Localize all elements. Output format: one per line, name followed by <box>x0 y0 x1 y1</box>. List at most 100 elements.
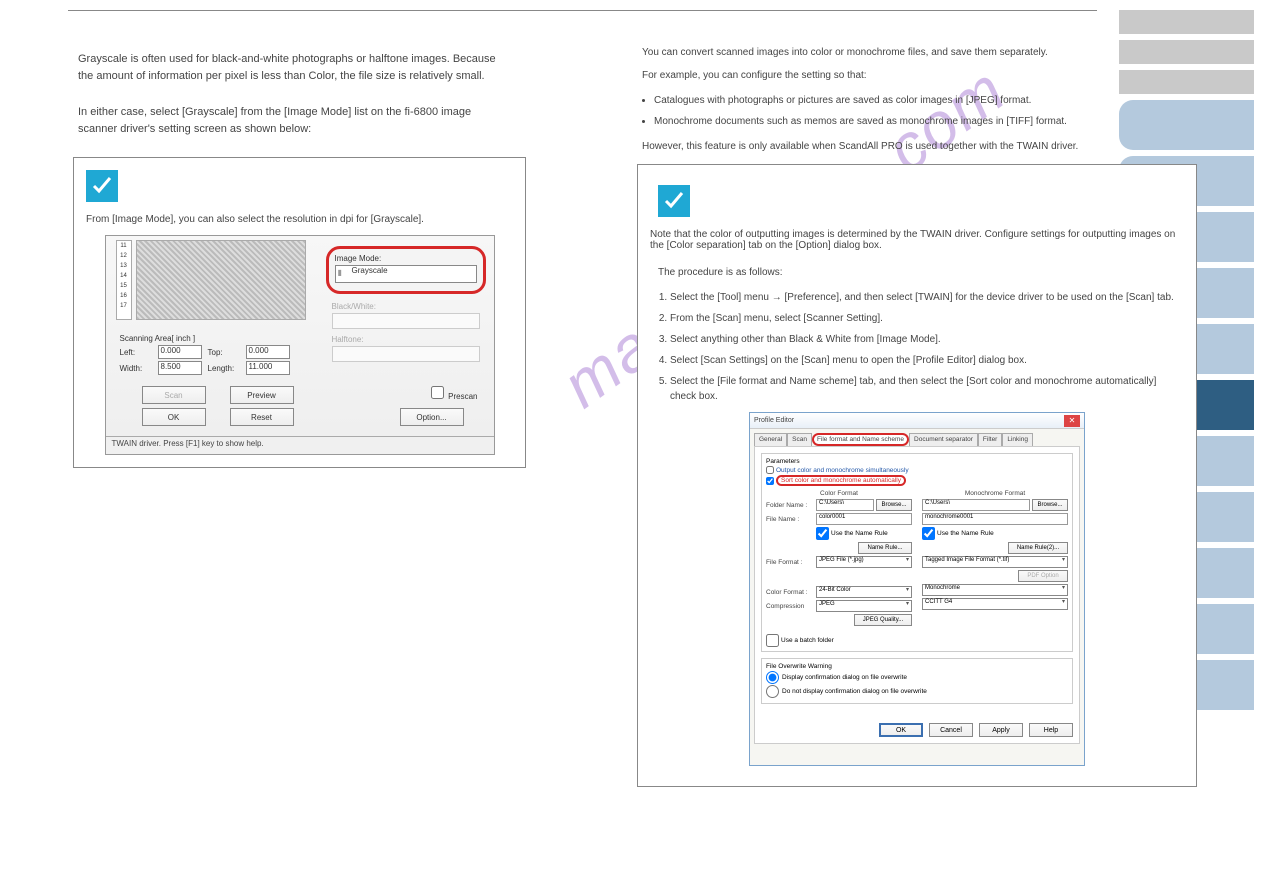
procedure-list: Select the [Tool] menu → [Preference], a… <box>650 290 1184 404</box>
mono-colorformat-select[interactable]: Monochrome <box>922 584 1068 596</box>
batch-folder-checkbox[interactable]: Use a batch folder <box>766 634 1068 647</box>
top-input[interactable]: 0.000 <box>246 345 290 359</box>
parameters-group: Parameters Output color and monochrome s… <box>761 453 1073 652</box>
mono-file-format-select[interactable]: Tagged Image File Format (*.tif) <box>922 556 1068 568</box>
preview-canvas <box>136 240 306 320</box>
dialog-title: Profile Editor <box>754 417 794 424</box>
ok-button[interactable]: OK <box>142 408 206 426</box>
width-label: Width: <box>120 364 152 373</box>
hint-box-right: Note that the color of outputting images… <box>637 164 1197 787</box>
left-paragraph-2: In either case, select [Grayscale] from … <box>68 94 531 147</box>
scan-button[interactable]: Scan <box>142 386 206 404</box>
example-item: Catalogues with photographs or pictures … <box>654 93 1200 108</box>
mono-folder-input[interactable]: C:\Users\ <box>922 499 1030 511</box>
color-name-rule-button[interactable]: Name Rule... <box>858 542 912 554</box>
color-file-format-select[interactable]: JPEG File (*.jpg) <box>816 556 912 568</box>
step-item: Select the [File format and Name scheme]… <box>670 374 1184 404</box>
parameters-label: Parameters <box>766 458 1068 465</box>
pdf-option-button: PDF Option <box>1018 570 1068 582</box>
mono-browse-button[interactable]: Browse... <box>1032 499 1068 511</box>
image-mode-label: Image Mode: <box>335 254 382 263</box>
blackwhite-select <box>332 313 480 329</box>
dialog-body: Parameters Output color and monochrome s… <box>754 446 1080 744</box>
mono-format-header: Monochrome Format <box>922 490 1068 497</box>
tab-doc-separator[interactable]: Document separator <box>909 433 978 446</box>
jpeg-quality-button[interactable]: JPEG Quality... <box>854 614 912 626</box>
hint-text-left: From [Image Mode], you can also select t… <box>86 214 513 225</box>
color-use-rule-checkbox[interactable] <box>816 527 829 540</box>
left-paragraph-1: Grayscale is often used for black-and-wh… <box>68 41 531 94</box>
status-bar: TWAIN driver. Press [F1] key to show hel… <box>106 436 494 454</box>
top-label: Top: <box>208 348 240 357</box>
tab-strip: General Scan File format and Name scheme… <box>750 429 1084 446</box>
image-mode-select[interactable]: Grayscale <box>335 265 477 283</box>
side-tab[interactable] <box>1119 10 1254 34</box>
length-label: Length: <box>208 364 240 373</box>
pe-help-button[interactable]: Help <box>1029 723 1073 737</box>
left-column: Grayscale is often used for black-and-wh… <box>68 41 531 793</box>
ruler: 11121314151617 <box>116 240 132 320</box>
mono-format-column: Monochrome Format C:\Users\Browse... mon… <box>922 490 1068 628</box>
left-input[interactable]: 0.000 <box>158 345 202 359</box>
example-list: Catalogues with photographs or pictures … <box>634 93 1200 129</box>
scanning-area-group: Scanning Area[ inch ] Left: 0.000 Top: 0… <box>114 328 314 380</box>
preview-button[interactable]: Preview <box>230 386 294 404</box>
right-intro: You can convert scanned images into colo… <box>634 41 1200 64</box>
sort-auto-checkbox[interactable]: Sort color and monochrome automatically <box>766 475 1068 486</box>
file-overwrite-group: File Overwrite Warning Display confirmat… <box>761 658 1073 704</box>
format-columns: Color Format Folder Name :C:\Users\Brows… <box>766 490 1068 628</box>
step-item: Select anything other than Black & White… <box>670 332 1184 347</box>
tab-filter[interactable]: Filter <box>978 433 1002 446</box>
tab-scan[interactable]: Scan <box>787 433 812 446</box>
mono-use-rule-checkbox[interactable] <box>922 527 935 540</box>
overwrite-option-nodisplay[interactable]: Do not display confirmation dialog on fi… <box>766 685 1068 698</box>
color-colorformat-select[interactable]: 24-Bit Color <box>816 586 912 598</box>
output-simultaneous-checkbox[interactable]: Output color and monochrome simultaneous… <box>766 466 1068 474</box>
pe-ok-button[interactable]: OK <box>879 723 923 737</box>
disabled-options: Black/White: Halftone: <box>326 298 486 372</box>
step-item: From the [Scan] menu, select [Scanner Se… <box>670 311 1184 326</box>
right-example-lead: For example, you can configure the setti… <box>634 64 1200 87</box>
color-format-column: Color Format Folder Name :C:\Users\Brows… <box>766 490 912 628</box>
left-label: Left: <box>120 348 152 357</box>
pe-apply-button[interactable]: Apply <box>979 723 1023 737</box>
right-column: You can convert scanned images into colo… <box>634 41 1200 793</box>
prescan-checkbox[interactable]: Prescan <box>431 386 477 401</box>
tab-general[interactable]: General <box>754 433 787 446</box>
blackwhite-label: Black/White: <box>332 302 480 311</box>
checkmark-icon <box>86 170 118 202</box>
step-item: Select the [Tool] menu → [Preference], a… <box>670 290 1184 305</box>
tab-linking[interactable]: Linking <box>1002 433 1033 446</box>
hint-box-left: From [Image Mode], you can also select t… <box>73 157 526 468</box>
example-item: Monochrome documents such as memos are s… <box>654 114 1200 129</box>
color-filename-input[interactable]: color0001 <box>816 513 912 525</box>
pe-cancel-button[interactable]: Cancel <box>929 723 973 737</box>
mono-compression-select[interactable]: CCITT G4 <box>922 598 1068 610</box>
dialog-titlebar: Profile Editor ✕ <box>750 413 1084 429</box>
color-format-header: Color Format <box>766 490 912 497</box>
hint-text-right: Note that the color of outputting images… <box>650 229 1184 251</box>
mono-filename-input[interactable]: monochrome0001 <box>922 513 1068 525</box>
image-mode-group: Image Mode: Grayscale <box>326 246 486 294</box>
mono-name-rule-button[interactable]: Name Rule(2)... <box>1008 542 1068 554</box>
color-compression-select[interactable]: JPEG <box>816 600 912 612</box>
option-button[interactable]: Option... <box>400 408 464 426</box>
dialog-buttons: OK Cancel Apply Help <box>879 723 1073 737</box>
halftone-label: Halftone: <box>332 335 480 344</box>
checkmark-icon <box>658 185 690 217</box>
length-input[interactable]: 11.000 <box>246 361 290 375</box>
right-note: However, this feature is only available … <box>634 135 1200 158</box>
step-item: Select [Scan Settings] on the [Scan] men… <box>670 353 1184 368</box>
width-input[interactable]: 8.500 <box>158 361 202 375</box>
close-icon[interactable]: ✕ <box>1064 415 1080 427</box>
tab-file-format[interactable]: File format and Name scheme <box>812 433 909 446</box>
twain-dialog: 11121314151617 Image Mode: Grayscale Bla… <box>105 235 495 455</box>
overwrite-option-display[interactable]: Display confirmation dialog on file over… <box>766 671 1068 684</box>
color-folder-input[interactable]: C:\Users\ <box>816 499 874 511</box>
scanning-area-label: Scanning Area[ inch ] <box>120 334 308 343</box>
color-browse-button[interactable]: Browse... <box>876 499 912 511</box>
reset-button[interactable]: Reset <box>230 408 294 426</box>
overwrite-label: File Overwrite Warning <box>766 663 1068 670</box>
profile-editor-dialog: Profile Editor ✕ General Scan File forma… <box>749 412 1085 766</box>
halftone-select <box>332 346 480 362</box>
